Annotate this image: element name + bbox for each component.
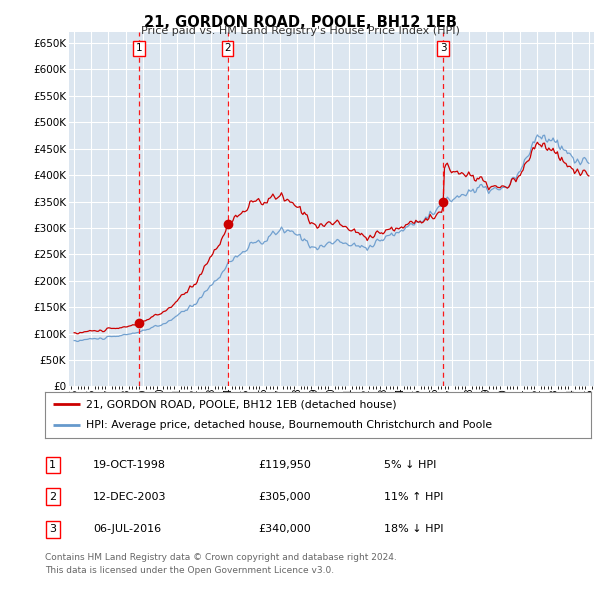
Text: 2: 2 bbox=[224, 43, 231, 53]
Text: £305,000: £305,000 bbox=[258, 492, 311, 502]
Text: 2: 2 bbox=[49, 492, 56, 502]
Text: 1: 1 bbox=[49, 460, 56, 470]
Text: This data is licensed under the Open Government Licence v3.0.: This data is licensed under the Open Gov… bbox=[45, 566, 334, 575]
Text: 11% ↑ HPI: 11% ↑ HPI bbox=[384, 492, 443, 502]
Text: 5% ↓ HPI: 5% ↓ HPI bbox=[384, 460, 436, 470]
Text: HPI: Average price, detached house, Bournemouth Christchurch and Poole: HPI: Average price, detached house, Bour… bbox=[86, 420, 492, 430]
Text: 19-OCT-1998: 19-OCT-1998 bbox=[93, 460, 166, 470]
Text: 3: 3 bbox=[49, 525, 56, 534]
Text: £119,950: £119,950 bbox=[258, 460, 311, 470]
Text: 21, GORDON ROAD, POOLE, BH12 1EB (detached house): 21, GORDON ROAD, POOLE, BH12 1EB (detach… bbox=[86, 399, 397, 409]
Text: 12-DEC-2003: 12-DEC-2003 bbox=[93, 492, 167, 502]
Text: 3: 3 bbox=[440, 43, 446, 53]
Text: 1: 1 bbox=[136, 43, 142, 53]
Text: 21, GORDON ROAD, POOLE, BH12 1EB: 21, GORDON ROAD, POOLE, BH12 1EB bbox=[143, 15, 457, 30]
Text: Price paid vs. HM Land Registry's House Price Index (HPI): Price paid vs. HM Land Registry's House … bbox=[140, 26, 460, 36]
Text: Contains HM Land Registry data © Crown copyright and database right 2024.: Contains HM Land Registry data © Crown c… bbox=[45, 553, 397, 562]
Text: 18% ↓ HPI: 18% ↓ HPI bbox=[384, 525, 443, 534]
Text: £340,000: £340,000 bbox=[258, 525, 311, 534]
Text: 06-JUL-2016: 06-JUL-2016 bbox=[93, 525, 161, 534]
